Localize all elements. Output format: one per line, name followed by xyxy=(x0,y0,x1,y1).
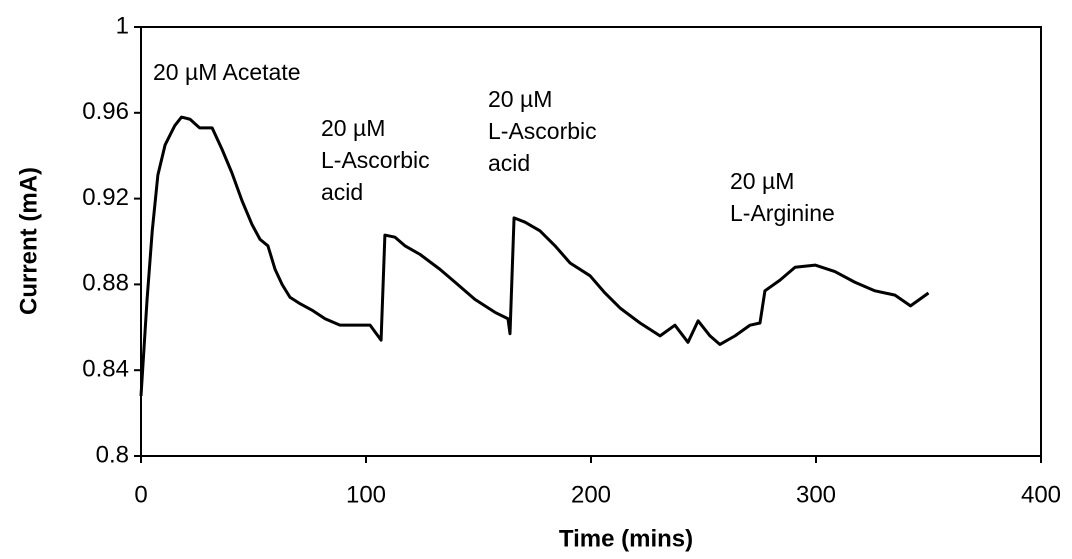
y-tick-label: 0.8 xyxy=(96,441,129,468)
annotation: 20 µM Acetate xyxy=(153,59,301,85)
x-axis-label: Time (mins) xyxy=(559,525,693,552)
y-tick-label: 0.88 xyxy=(82,270,129,297)
y-axis-label: Current (mA) xyxy=(15,167,42,315)
annotation: acid xyxy=(321,179,363,205)
y-tick-label: 0.92 xyxy=(82,184,129,211)
annotation: L-Ascorbic xyxy=(488,118,597,144)
x-tick-label: 100 xyxy=(346,481,386,508)
plot-frame xyxy=(140,26,1042,457)
annotation: 20 µM xyxy=(730,168,794,194)
annotation: acid xyxy=(488,150,530,176)
y-tick-label: 0.96 xyxy=(82,98,129,125)
annotation: 20 µM xyxy=(488,86,552,112)
x-tick-label: 400 xyxy=(1021,481,1061,508)
data-line xyxy=(139,115,930,397)
annotation: L-Arginine xyxy=(730,200,835,226)
x-tick-label: 300 xyxy=(796,481,836,508)
annotation: L-Ascorbic xyxy=(321,147,430,173)
x-tick-label: 200 xyxy=(571,481,611,508)
y-tick-label: 1 xyxy=(116,12,129,39)
y-tick-label: 0.84 xyxy=(82,356,129,383)
annotation: 20 µM xyxy=(321,115,385,141)
x-tick-label: 0 xyxy=(134,481,147,508)
